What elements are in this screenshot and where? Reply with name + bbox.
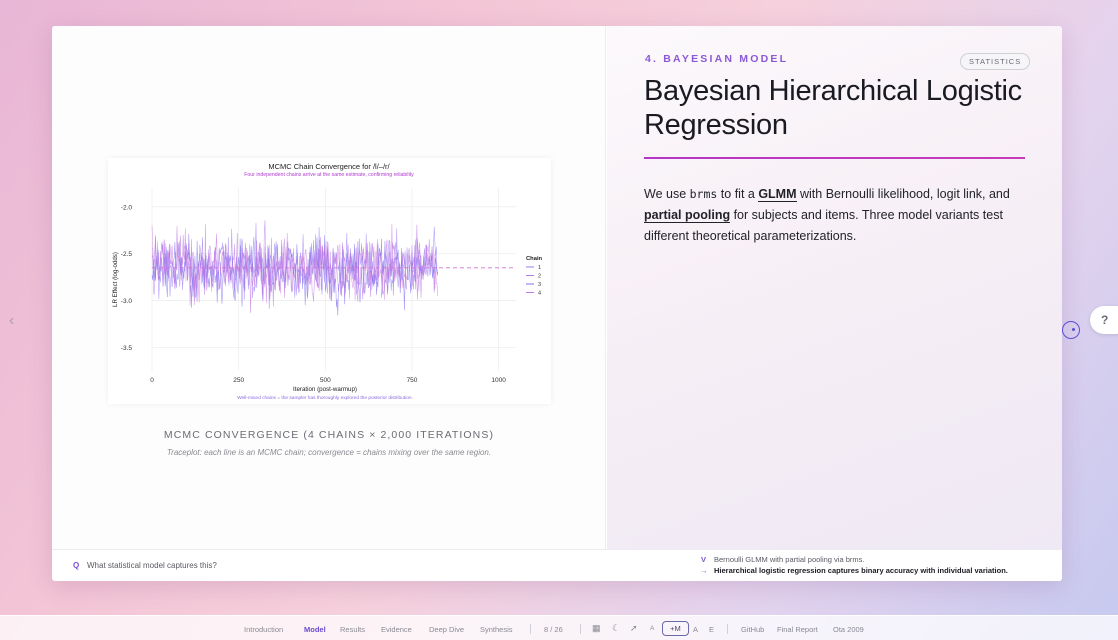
chain-2-trace	[151, 220, 438, 302]
chart-card: MCMC Chain Convergence for /l/–/r/Four i…	[108, 158, 551, 404]
answer-text: Hierarchical logistic regression capture…	[714, 566, 1008, 575]
font-decrease-button[interactable]: A	[650, 625, 655, 632]
cursor-indicator-icon	[1062, 321, 1080, 339]
y-axis-label: LR Effect (log-odds)	[112, 252, 119, 307]
question-marker: Q	[73, 561, 80, 570]
nav-divider	[530, 624, 531, 634]
slide-footer: Q What statistical model captures this? …	[52, 549, 1062, 581]
text-pane: 4. BAYESIAN MODEL STATISTICS Bayesian Hi…	[607, 26, 1062, 549]
figure-pane: MCMC Chain Convergence for /l/–/r/Four i…	[52, 26, 606, 549]
font-increase-button[interactable]: A	[693, 625, 699, 634]
term-partial-pooling-link[interactable]: partial pooling	[644, 208, 731, 223]
chart-title: MCMC Chain Convergence for /l/–/r/	[268, 162, 390, 171]
slide-title: Bayesian Hierarchical Logistic Regressio…	[644, 75, 1022, 141]
x-tick-label: 1000	[491, 377, 506, 384]
verdict-marker: V	[701, 555, 707, 564]
body-text-1: We use	[644, 187, 690, 201]
font-mode-button[interactable]: +M	[662, 621, 689, 636]
nav-introduction[interactable]: Introduction	[244, 625, 284, 634]
body-paragraph: We use brms to fit a GLMM with Bernoulli…	[644, 184, 1029, 247]
nav-evidence[interactable]: Evidence	[381, 625, 412, 634]
pointer-icon[interactable]: ➚	[630, 623, 638, 633]
page-indicator: 8 / 26	[544, 625, 563, 634]
body-text-3: with Bernoulli likelihood, logit link, a…	[796, 187, 1010, 201]
legend-title: Chain	[526, 256, 543, 262]
x-tick-label: 500	[320, 377, 331, 384]
body-text-4: for subjects and items. Three model vari…	[644, 208, 1003, 243]
term-glmm-link[interactable]: GLMM	[758, 187, 797, 202]
nav-divider	[580, 624, 581, 634]
slide: MCMC Chain Convergence for /l/–/r/Four i…	[52, 26, 1062, 581]
chart-subtitle: Four independent chains arrive at the sa…	[244, 172, 414, 178]
moon-icon[interactable]: ☾	[612, 623, 621, 633]
legend-label-1: 1	[538, 265, 541, 271]
github-link[interactable]: GitHub	[741, 625, 765, 634]
chain-3-trace	[151, 235, 438, 316]
grid-icon[interactable]: ▦	[592, 623, 601, 633]
chart-footnote: Well-mixed chains = the sampler has thor…	[237, 395, 413, 401]
reference-link[interactable]: Ota 2009	[833, 625, 864, 634]
x-tick-label: 250	[233, 377, 244, 384]
nav-divider	[727, 624, 728, 634]
y-tick-label: -3.5	[121, 345, 133, 352]
guiding-question: What statistical model captures this?	[87, 561, 217, 570]
category-badge: STATISTICS	[960, 53, 1031, 70]
body-code-brms: brms	[689, 187, 718, 201]
chain-4-trace	[151, 223, 438, 314]
e-toggle-button[interactable]: E	[709, 625, 715, 634]
mcmc-traceplot: MCMC Chain Convergence for /l/–/r/Four i…	[112, 162, 543, 401]
nav-results[interactable]: Results	[340, 625, 366, 634]
y-tick-label: -2.0	[121, 204, 133, 211]
nav-model[interactable]: Model	[304, 625, 326, 634]
section-label: 4. BAYESIAN MODEL	[645, 53, 789, 65]
legend-label-4: 4	[538, 291, 541, 297]
body-text-2: to fit a	[717, 187, 759, 201]
nav-deep-dive[interactable]: Deep Dive	[429, 625, 465, 634]
arrow-icon: →	[700, 566, 708, 575]
legend-label-3: 3	[538, 282, 541, 288]
x-tick-label: 750	[407, 377, 418, 384]
verdict-text: Bernoulli GLMM with partial pooling via …	[714, 555, 865, 564]
figure-caption: MCMC CONVERGENCE (4 CHAINS × 2,000 ITERA…	[163, 429, 495, 441]
title-divider	[644, 157, 1025, 159]
help-button[interactable]: ?	[1090, 306, 1118, 334]
legend-label-2: 2	[538, 274, 541, 280]
figure-note: Traceplot: each line is an MCMC chain; c…	[166, 448, 492, 457]
previous-slide-icon[interactable]: ‹	[9, 312, 15, 329]
nav-synthesis[interactable]: Synthesis	[480, 625, 513, 634]
x-axis-label: Iteration (post-warmup)	[293, 386, 357, 393]
x-tick-label: 0	[150, 377, 154, 384]
final-report-link[interactable]: Final Report	[777, 625, 818, 634]
y-tick-label: -2.5	[121, 251, 133, 258]
bottom-navigation: Introduction Model Results Evidence Deep…	[0, 615, 1118, 640]
y-tick-label: -3.0	[121, 298, 133, 305]
